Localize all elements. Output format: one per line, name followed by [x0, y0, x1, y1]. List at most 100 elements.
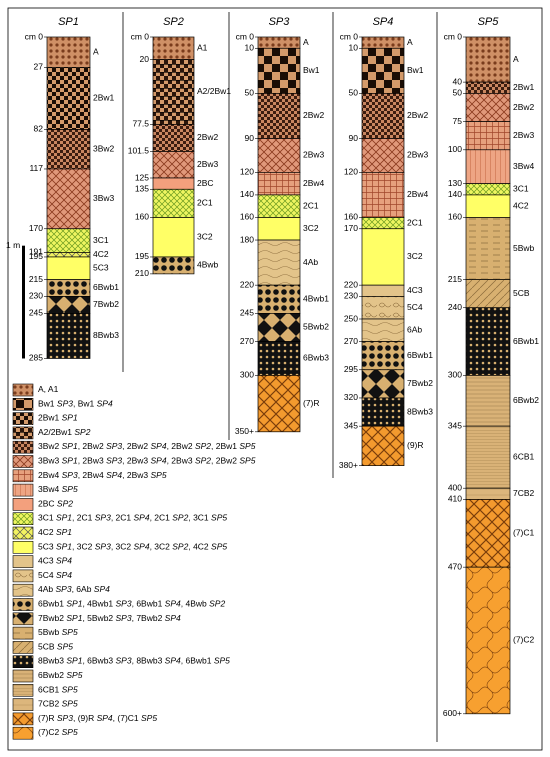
depth-label: 117	[29, 163, 43, 173]
legend-text-part: SP5	[62, 685, 78, 695]
profile-name: SP2	[163, 16, 184, 28]
legend-swatch	[12, 555, 34, 568]
legend-text-part: SP1	[66, 599, 82, 609]
legend-label: 6CB1 SP5	[38, 685, 78, 695]
depth-label: 230	[344, 291, 358, 301]
horizon-label: 2Bw2	[197, 132, 219, 142]
horizon-label: 2C1	[303, 200, 319, 210]
horizon	[361, 318, 405, 342]
legend-text-part: 4C3	[38, 556, 56, 566]
horizon-label: (7)C2	[513, 635, 535, 645]
horizon-label: 6Bwb3	[303, 353, 329, 363]
depth-label: 400	[448, 482, 462, 492]
legend-text-part: , 2Bw3	[167, 456, 195, 466]
legend-text-part: , 7Bwb2	[132, 613, 165, 623]
legend-text-part: , 2Bw3	[122, 470, 150, 480]
depth-label: 160	[135, 212, 149, 222]
legend-text-part: 2Bw1	[38, 413, 62, 423]
profile-name: SP3	[269, 16, 291, 28]
legend-label: 6Bwb1 SP1, 4Bwb1 SP3, 6Bwb1 SP4, 4Bwb SP…	[38, 599, 225, 609]
horizon-label: 4Ab	[303, 257, 318, 267]
legend-text-part: SP4	[94, 584, 110, 594]
legend-text-part: 6Bwb2	[38, 670, 66, 680]
legend-label: 4Ab SP3, 6Ab SP4	[38, 584, 110, 594]
legend-text-part: SP4	[97, 713, 113, 723]
legend-text-part: SP5	[239, 456, 255, 466]
horizon-label: Bw1	[407, 65, 424, 75]
depth-label: 160	[448, 212, 462, 222]
horizon-label: 2Bw2	[303, 110, 325, 120]
legend-text-part: SP4	[134, 542, 150, 552]
horizon	[46, 67, 91, 130]
horizon	[465, 499, 511, 568]
legend-label: 4C3 SP4	[38, 556, 72, 566]
legend-label: 3Bw4 SP5	[38, 484, 78, 494]
legend-text-part: , Bw1	[73, 399, 97, 409]
legend-swatch	[12, 498, 34, 511]
horizon	[465, 217, 511, 280]
depth-label: 240	[448, 302, 462, 312]
depth-label: 250	[344, 313, 358, 323]
legend-swatch	[12, 712, 34, 726]
legend-label: 3C1 SP1, 2C1 SP3, 2C1 SP4, 2C1 SP2, 3C1 …	[38, 513, 227, 523]
horizon-label: 2BC	[197, 178, 214, 188]
legend-text-part: SP3	[95, 513, 111, 523]
depth-label: 40	[453, 76, 463, 86]
horizon-label: 4Bwb	[197, 260, 219, 270]
legend-label: (7)C2 SP5	[38, 727, 78, 737]
depth-label: 50	[453, 88, 463, 98]
legend-text-part: , 2Bw2	[78, 441, 106, 451]
depth-label: 470	[448, 561, 462, 571]
legend-text-part: SP3	[56, 584, 72, 594]
legend-text-part: SP4	[56, 556, 72, 566]
horizon	[257, 341, 301, 376]
depth-label: 120	[344, 167, 358, 177]
horizon-label: 2Bw2	[407, 110, 429, 120]
legend-text-part: SP1	[62, 456, 78, 466]
legend-swatch	[12, 412, 34, 425]
horizon-label: 4C3	[407, 285, 423, 295]
legend-text-part: SP3	[116, 599, 132, 609]
horizon-label: 3Bw3	[93, 193, 115, 203]
horizon	[257, 194, 301, 218]
horizon	[361, 217, 405, 230]
horizon-label: 2Bw3	[407, 150, 429, 160]
depth-label: 350+	[235, 426, 254, 436]
legend-swatch	[12, 455, 34, 468]
legend-text-part: 4C2	[38, 527, 56, 537]
horizon-label: A	[513, 54, 519, 64]
horizon	[465, 307, 511, 376]
depth-label: 75	[453, 116, 463, 126]
legend-text-part: SP1	[62, 413, 78, 423]
legend-swatch	[12, 683, 34, 697]
horizon	[257, 36, 301, 49]
legend-text-part: SP4	[151, 456, 167, 466]
horizon-label: 3Bw4	[513, 161, 535, 171]
legend-label: 6Bwb2 SP5	[38, 670, 83, 680]
legend-swatch	[12, 383, 34, 397]
horizon-label: 8Bwb3	[93, 330, 119, 340]
legend-text-part: SP2	[172, 513, 188, 523]
horizon	[152, 177, 195, 190]
legend-text-part: , 6Ab	[72, 584, 94, 594]
legend-swatch	[12, 612, 34, 626]
horizon	[465, 487, 511, 500]
depth-label: 230	[29, 291, 43, 301]
depth-label: 120	[240, 167, 254, 177]
legend-text-part: , (9)R	[73, 713, 97, 723]
horizon-label: A1	[197, 43, 208, 53]
legend-text-part: SP5	[141, 713, 157, 723]
horizon-label: 2Bw2	[513, 102, 535, 112]
legend-text-part: , 4Bwb	[181, 599, 209, 609]
legend-text-part: A, A1	[38, 384, 59, 394]
depth-label: 270	[344, 336, 358, 346]
horizon-label: 6Bwb2	[513, 395, 539, 405]
horizon	[361, 36, 405, 49]
horizon-label: 2Bw3	[197, 159, 219, 169]
legend-label: 7CB2 SP5	[38, 699, 78, 709]
legend-text-part: , 2Bw3	[78, 456, 106, 466]
horizon	[46, 129, 91, 170]
legend-text-part: , 2Bw2	[211, 456, 239, 466]
legend-text-part: , 2Bw2	[167, 441, 195, 451]
depth-label: 210	[135, 268, 149, 278]
